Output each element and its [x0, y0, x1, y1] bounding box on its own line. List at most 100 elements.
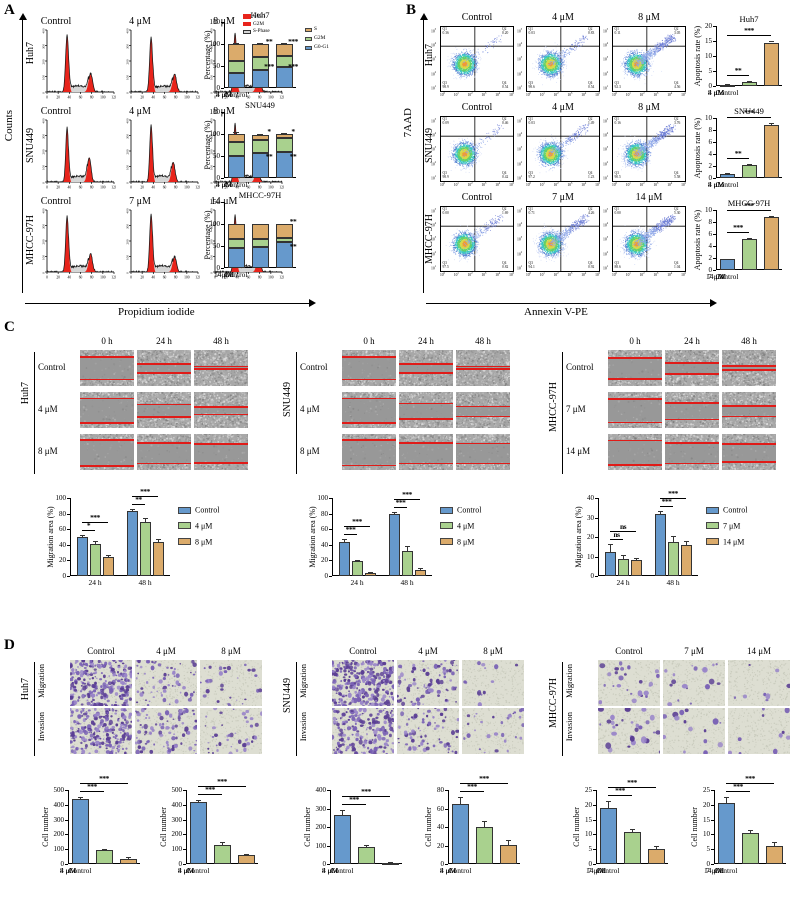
bar [71, 798, 89, 864]
axis-tick-label: 104 [667, 272, 672, 277]
legend-swatch [706, 522, 719, 530]
y-tick-label: 80 [321, 510, 328, 518]
y-tick [713, 154, 716, 155]
panel-C-scratch-2-1-1 [665, 392, 719, 428]
y-tick [713, 41, 716, 42]
error-bar-cap [768, 217, 774, 219]
significance-line [82, 530, 95, 532]
panel-C-row-label-0-2: 8 μM [38, 446, 58, 456]
panel-B-dot-plot-1-0: Q1 0.09 Q2 0.46 Q3 98.9 Q4 0.42 [440, 116, 514, 182]
panel-A-histogram-0-1: 0 20 40 60 80 100 120 0 100 200 300 400 [122, 28, 200, 100]
bar [741, 164, 757, 178]
x-category-label: 4 μM [178, 866, 194, 875]
stacked-bar-segment [227, 247, 245, 268]
y-tick-label: 20 [321, 556, 328, 564]
error-bar-cap [670, 536, 676, 538]
panel-C-legend-2: Control 7 μM 14 μM [706, 502, 747, 549]
significance-label: ns [613, 530, 620, 539]
svg-text:300: 300 [209, 44, 213, 49]
svg-text:80: 80 [258, 95, 262, 99]
error-bar-cap [142, 522, 148, 524]
svg-text:0: 0 [209, 272, 213, 274]
svg-text:60: 60 [163, 275, 167, 279]
y-tick-label: 400 [316, 786, 327, 794]
y-tick-label: 10 [703, 830, 710, 838]
y-tick [65, 804, 68, 806]
axis-tick-label: 100 [526, 272, 531, 277]
legend-swatch [440, 522, 453, 530]
x-category-label: Control [715, 866, 738, 875]
panel-B-x-ticks-1-1: 100 101 102 103 104 105 [526, 182, 600, 187]
error-bar-cap [771, 841, 777, 843]
wound-edge-line-top [608, 398, 662, 401]
panel-A-bar-legend-item-0: S [305, 26, 329, 35]
stacked-bar-segment [251, 246, 269, 268]
bar [213, 845, 231, 864]
axis-tick-label: 102 [640, 272, 645, 277]
error-bar-cap [105, 555, 111, 557]
y-tick [221, 268, 224, 269]
y-tick-label: 20 [585, 801, 592, 809]
significance-line [608, 787, 656, 789]
y-axis [70, 498, 71, 576]
legend-swatch [243, 14, 251, 19]
axis-tick-label: 101 [603, 175, 608, 180]
legend-label: S [314, 26, 317, 32]
y-tick-label: 40 [321, 541, 328, 549]
axis-tick-label: 102 [517, 251, 522, 256]
svg-text:120: 120 [111, 185, 116, 189]
axis-tick-label: 104 [603, 222, 608, 227]
legend-swatch [178, 522, 191, 530]
error-bar-cap [457, 803, 463, 805]
svg-text:100: 100 [125, 75, 129, 80]
panel-B-x-arrow [426, 303, 711, 305]
panel-C-scratch-2-1-2 [722, 392, 776, 428]
legend-label: 8 μM [195, 537, 212, 546]
stacked-bar-segment [251, 44, 269, 58]
y-tick [327, 864, 330, 865]
x-category-label: Control [187, 866, 210, 875]
y-tick-label: 15 [705, 37, 712, 45]
chart-title: MHCC-97H [728, 198, 771, 208]
panel-B-y-ticks-1-0: 105 104 103 102 101 [431, 118, 436, 180]
y-tick-label: 10 [585, 830, 592, 838]
wound-edge-line-bottom [342, 378, 396, 381]
error-bar-cap [387, 861, 393, 863]
axis-tick-label: 105 [517, 28, 522, 33]
panel-B-bar-chart-1: 0 2 4 6 8 10 Apoptosis rate (%) SNU449 Control 4 … [693, 106, 782, 189]
x-category-label: 8 μM [216, 180, 232, 189]
wound-edge-line-bottom [342, 464, 396, 467]
svg-text:80: 80 [174, 275, 178, 279]
panel-A-col-label-1-2: 8 μM [213, 106, 235, 117]
bar [763, 217, 779, 270]
svg-text:100: 100 [268, 185, 274, 189]
quadrant-label-q1: Q1 0.09 [443, 117, 449, 126]
axis-tick-label: 104 [517, 222, 522, 227]
x-category-label: 7 μM [588, 866, 604, 875]
svg-text:0: 0 [46, 275, 48, 279]
x-category-label: 14 μM [586, 866, 606, 875]
quadrant-label-q2: Q2 3.76 [674, 117, 680, 126]
y-tick [713, 222, 716, 223]
stacked-bar-segment [275, 67, 293, 88]
panel-C-legend-item-0-1: 4 μM [178, 518, 219, 534]
error-bar-cap [768, 124, 774, 126]
significance-line [727, 210, 771, 211]
significance-label: ** [290, 217, 297, 226]
stacked-bar-segment [251, 57, 269, 70]
axis-tick-label: 101 [431, 175, 436, 180]
error-bar-cap [417, 567, 423, 569]
svg-text:100: 100 [268, 95, 274, 99]
x-category-label: 24 h [88, 578, 101, 587]
significance-label: *** [217, 777, 227, 786]
axis-tick-label: 105 [681, 92, 686, 97]
y-tick-label: 40 [437, 823, 444, 831]
error-bar-cap [367, 572, 373, 574]
error-bar-cap [142, 517, 148, 519]
error-bar-cap [155, 539, 161, 541]
panel-B-dot-plot-1-2: Q1 0.16 Q2 3.76 Q3 90.5 Q4 5.58 [612, 116, 686, 182]
axis-tick-label: 102 [431, 251, 436, 256]
error-bar-cap [653, 845, 659, 847]
panel-C-bracket-2 [562, 352, 564, 474]
significance-label: *** [90, 513, 100, 522]
